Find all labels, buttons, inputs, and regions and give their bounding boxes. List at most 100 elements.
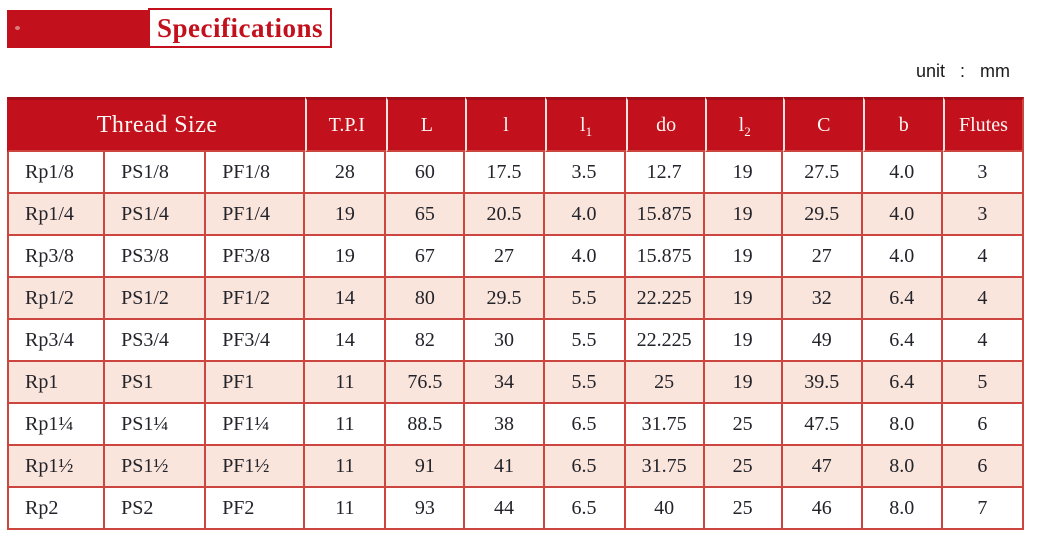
value-cell: 6.5 — [544, 446, 626, 488]
col-header-L: L — [386, 97, 466, 152]
thread-size-cell: PF1/2 — [206, 278, 306, 320]
value-cell: 31.75 — [625, 446, 705, 488]
value-cell: 5.5 — [544, 278, 626, 320]
table-row: Rp1¼ PS1¼ PF1¼ 11 88.5 38 6.5 31.75 25 47.5 8.0 6 — [7, 404, 1024, 446]
value-cell: 29.5 — [782, 194, 863, 236]
thread-size-cell: PF1/8 — [206, 152, 306, 194]
table-row: Rp1/2 PS1/2 PF1/2 14 80 29.5 5.5 22.225 19 32 6.4 4 — [7, 278, 1024, 320]
value-cell: 12.7 — [625, 152, 705, 194]
table-body: Rp1/8 PS1/8 PF1/8 28 60 17.5 3.5 12.7 19 27.5 4.0 3… — [7, 152, 1024, 530]
value-cell: 4 — [942, 320, 1024, 362]
unit-label: unit — [915, 61, 945, 81]
value-cell: 31.75 — [625, 404, 705, 446]
value-cell: 14 — [305, 278, 387, 320]
thread-size-cell: PS3/8 — [105, 236, 207, 278]
value-cell: 76.5 — [386, 362, 466, 404]
value-cell: 19 — [704, 236, 783, 278]
value-cell: 14 — [305, 320, 387, 362]
thread-size-cell: PS1/8 — [105, 152, 207, 194]
value-cell: 5 — [942, 362, 1024, 404]
value-cell: 4 — [942, 236, 1024, 278]
value-cell: 4.0 — [544, 236, 626, 278]
value-cell: 19 — [305, 194, 387, 236]
thread-size-cell: Rp1¼ — [7, 404, 106, 446]
value-cell: 60 — [386, 152, 466, 194]
value-cell: 19 — [704, 362, 783, 404]
thread-size-cell: Rp1/2 — [7, 278, 106, 320]
thread-size-cell: Rp3/4 — [7, 320, 106, 362]
value-cell: 27.5 — [782, 152, 863, 194]
table-row: Rp1 PS1 PF1 11 76.5 34 5.5 25 19 39.5 6.4 5 — [7, 362, 1024, 404]
unit-note: unit : mm — [916, 61, 1010, 82]
thread-size-cell: Rp1 — [7, 362, 106, 404]
value-cell: 46 — [782, 488, 863, 530]
thread-size-cell: Rp1/8 — [7, 152, 106, 194]
value-cell: 29.5 — [465, 278, 545, 320]
title-accent-bar — [7, 10, 148, 48]
page-title: Specifications — [148, 8, 332, 48]
thread-size-cell: PS1/4 — [105, 194, 207, 236]
thread-size-cell: PF3/4 — [206, 320, 306, 362]
table-row: Rp2 PS2 PF2 11 93 44 6.5 40 25 46 8.0 7 — [7, 488, 1024, 530]
value-cell: 5.5 — [544, 320, 626, 362]
thread-size-cell: PF1½ — [206, 446, 306, 488]
thread-size-cell: PF1/4 — [206, 194, 306, 236]
value-cell: 4 — [942, 278, 1024, 320]
unit-separator: : — [959, 61, 965, 81]
value-cell: 25 — [704, 404, 783, 446]
value-cell: 22.225 — [625, 320, 705, 362]
value-cell: 19 — [704, 320, 783, 362]
thread-size-cell: PS2 — [105, 488, 207, 530]
specifications-table: Thread Size T.P.I L l l1 do l2 C b Flute… — [7, 97, 1024, 530]
value-cell: 3.5 — [544, 152, 626, 194]
value-cell: 19 — [704, 278, 783, 320]
page-title-text: Specifications — [157, 12, 323, 43]
value-cell: 4.0 — [862, 194, 943, 236]
col-header-l1: l1 — [544, 97, 626, 152]
value-cell: 3 — [942, 194, 1024, 236]
header-row: Thread Size T.P.I L l l1 do l2 C b Flute… — [7, 97, 1024, 152]
value-cell: 44 — [465, 488, 545, 530]
table-row: Rp1/8 PS1/8 PF1/8 28 60 17.5 3.5 12.7 19 27.5 4.0 3 — [7, 152, 1024, 194]
col-header-l2: l2 — [704, 97, 783, 152]
value-cell: 7 — [942, 488, 1024, 530]
thread-size-cell: PS1 — [105, 362, 207, 404]
thread-size-cell: PS1¼ — [105, 404, 207, 446]
value-cell: 25 — [704, 488, 783, 530]
value-cell: 8.0 — [862, 404, 943, 446]
value-cell: 19 — [305, 236, 387, 278]
value-cell: 8.0 — [862, 488, 943, 530]
value-cell: 4.0 — [862, 236, 943, 278]
value-cell: 15.875 — [625, 194, 705, 236]
value-cell: 6 — [942, 446, 1024, 488]
value-cell: 82 — [386, 320, 466, 362]
decorative-dot — [15, 26, 20, 30]
value-cell: 19 — [704, 152, 783, 194]
thread-size-cell: Rp1½ — [7, 446, 106, 488]
value-cell: 93 — [386, 488, 466, 530]
col-header-C: C — [782, 97, 863, 152]
value-cell: 80 — [386, 278, 466, 320]
table-header: Thread Size T.P.I L l l1 do l2 C b Flute… — [7, 97, 1024, 152]
value-cell: 41 — [465, 446, 545, 488]
value-cell: 32 — [782, 278, 863, 320]
value-cell: 65 — [386, 194, 466, 236]
value-cell: 49 — [782, 320, 863, 362]
value-cell: 47.5 — [782, 404, 863, 446]
thread-size-cell: Rp3/8 — [7, 236, 106, 278]
value-cell: 6.4 — [862, 362, 943, 404]
value-cell: 6.5 — [544, 488, 626, 530]
value-cell: 11 — [305, 446, 387, 488]
col-header-tpi: T.P.I — [305, 97, 387, 152]
thread-size-cell: PF2 — [206, 488, 306, 530]
col-header-b: b — [862, 97, 943, 152]
thread-size-cell: PS1½ — [105, 446, 207, 488]
unit-value: mm — [980, 61, 1010, 81]
table-row: Rp1½ PS1½ PF1½ 11 91 41 6.5 31.75 25 47 8.0 6 — [7, 446, 1024, 488]
value-cell: 3 — [942, 152, 1024, 194]
value-cell: 4.0 — [544, 194, 626, 236]
col-header-flutes: Flutes — [942, 97, 1024, 152]
value-cell: 25 — [625, 362, 705, 404]
value-cell: 20.5 — [465, 194, 545, 236]
value-cell: 8.0 — [862, 446, 943, 488]
